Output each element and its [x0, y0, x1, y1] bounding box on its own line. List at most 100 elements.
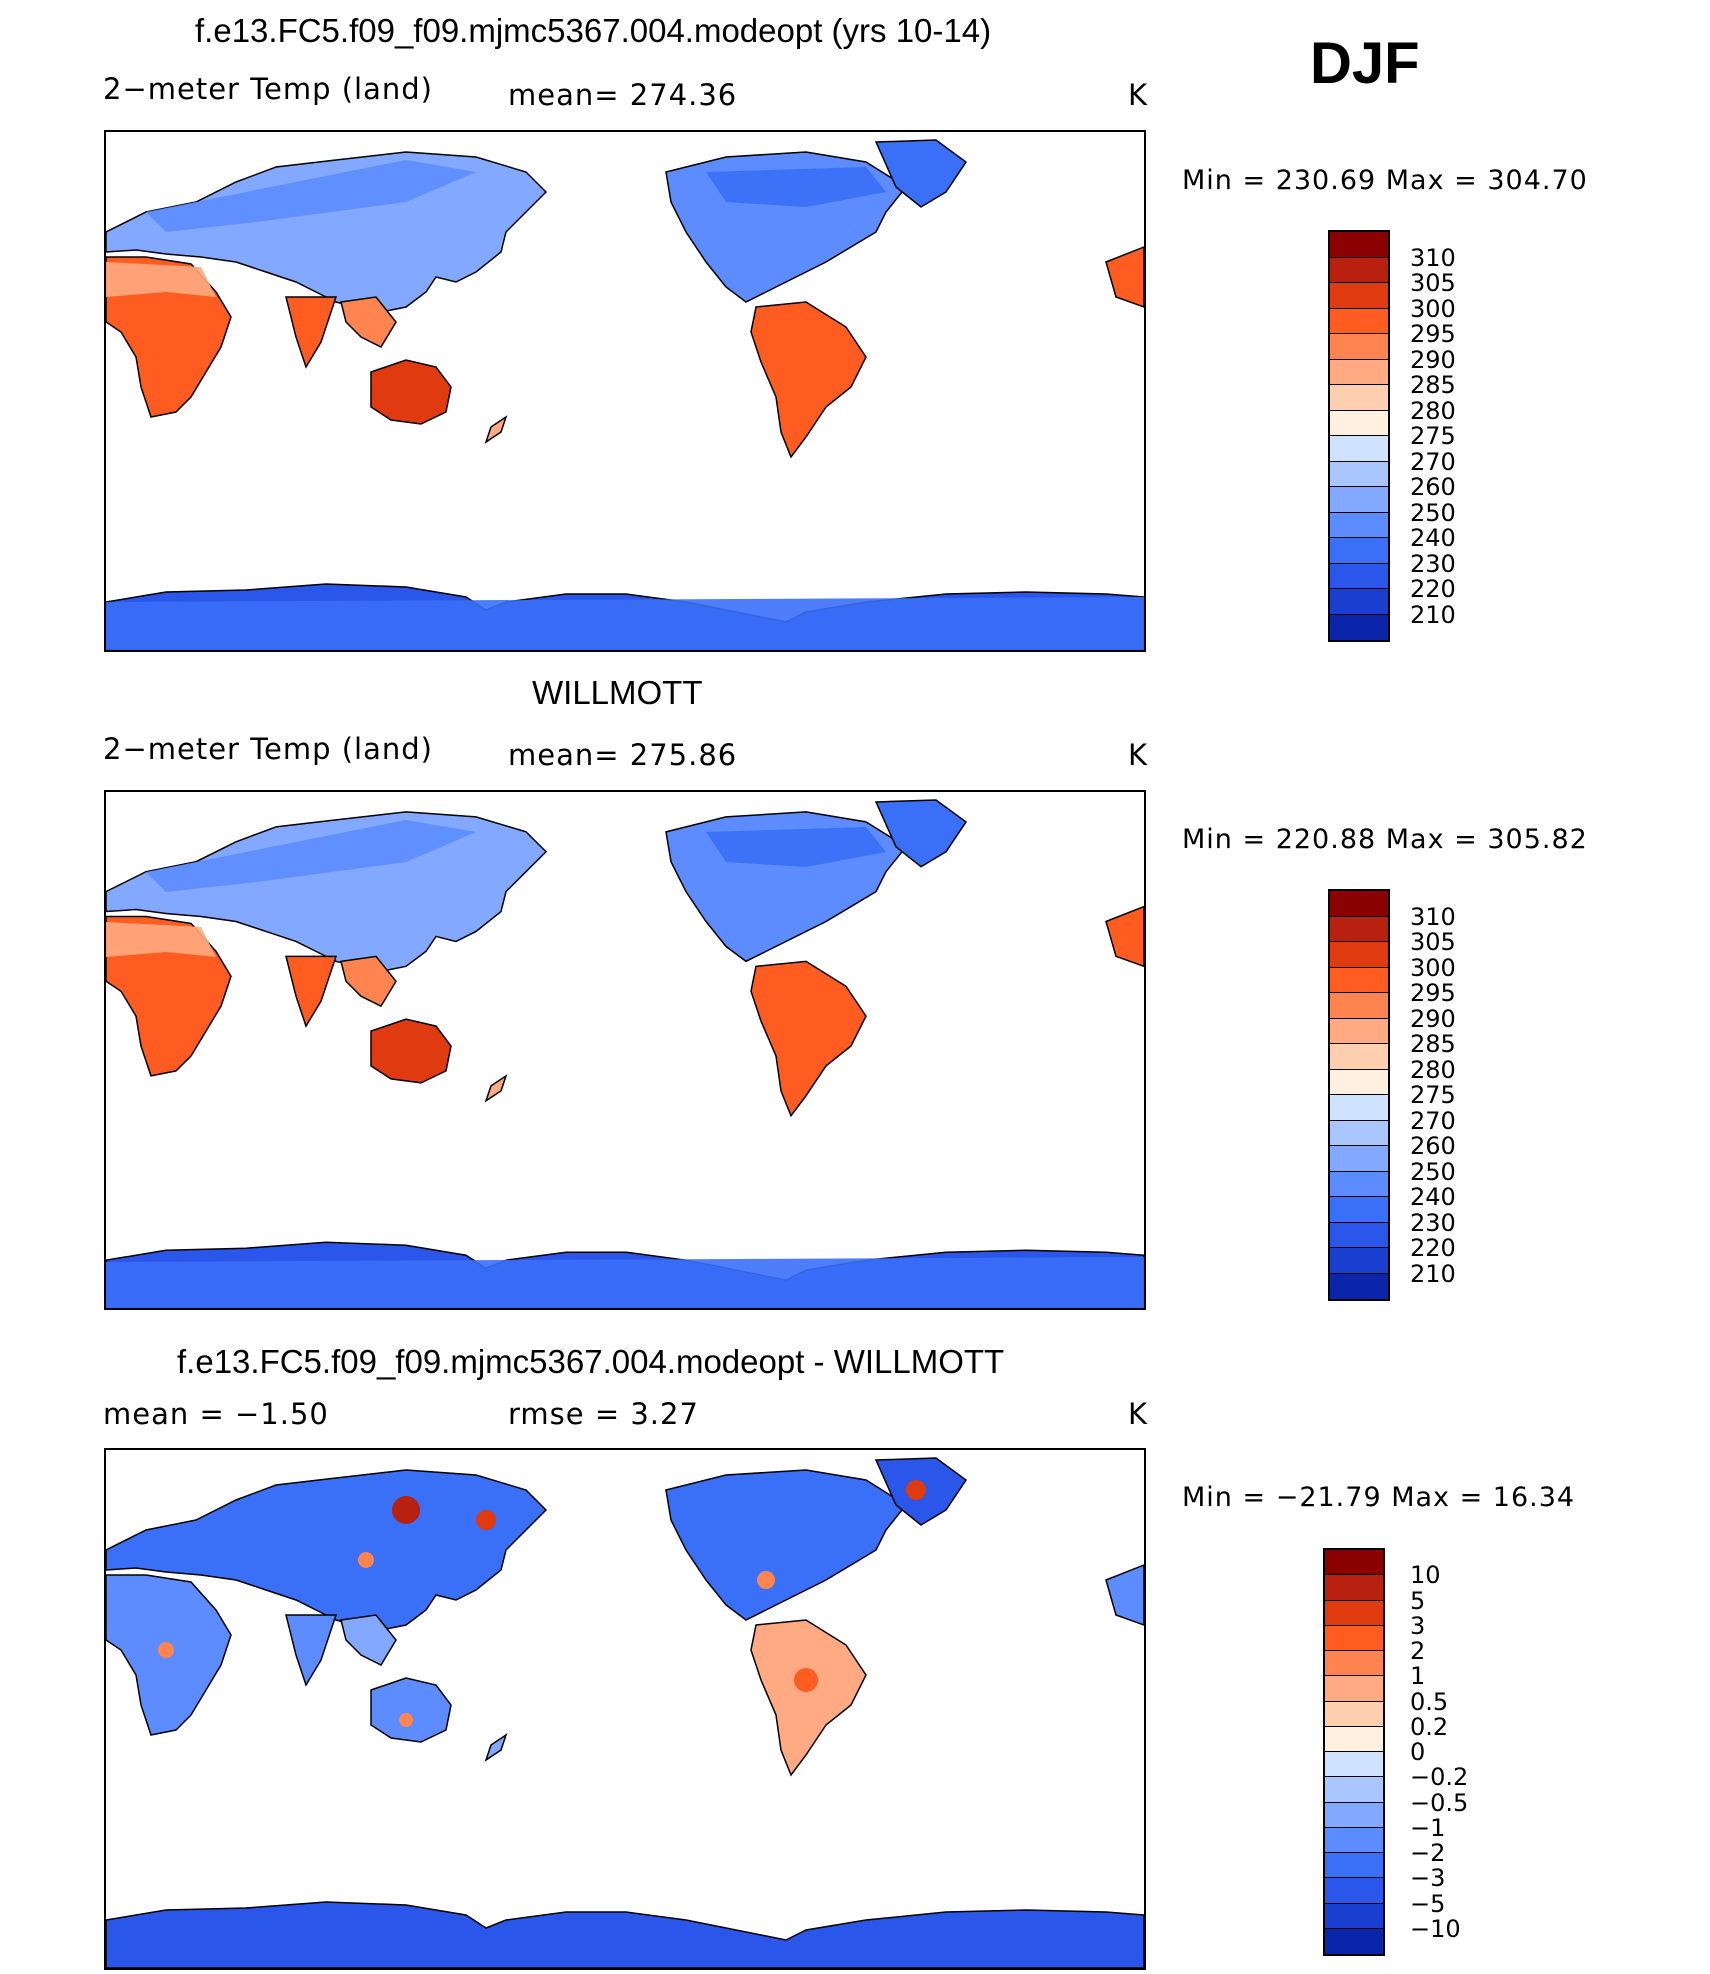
- landmass-antarctica: [106, 1901, 1144, 1968]
- panel1-map: [104, 130, 1146, 652]
- colorbar-box: [1325, 1550, 1383, 1576]
- colorbar-tick-label: −2: [1410, 1839, 1446, 1867]
- colorbar-box: [1325, 1777, 1383, 1803]
- landmass-westafrica_edge: [1105, 1564, 1144, 1626]
- temperature-band: [106, 262, 216, 297]
- colorbar-box: [1330, 1248, 1388, 1274]
- colorbar-tick-label: −0.2: [1410, 1763, 1469, 1792]
- colorbar-box: [1330, 563, 1388, 589]
- season-label: DJF: [1310, 31, 1420, 96]
- colorbar-box: [1330, 308, 1388, 334]
- colorbar-box: [1330, 385, 1388, 411]
- colorbar-box: [1325, 1827, 1383, 1853]
- colorbar-tick-label: 10: [1410, 1561, 1441, 1590]
- colorbar-box: [1330, 1095, 1388, 1121]
- landmass-westafrica_edge: [1105, 246, 1144, 308]
- panel3-map-svg: [106, 1457, 1144, 1968]
- colorbar-tick-label: 275: [1410, 1081, 1456, 1109]
- landmass-nz: [484, 1074, 508, 1103]
- panel3-title: f.e13.FC5.f09_f09.mjmc5367.004.modeopt -…: [177, 1343, 1005, 1380]
- colorbar-tick-label: 290: [1410, 345, 1456, 374]
- anomaly-patch: [476, 1510, 496, 1530]
- colorbar-box: [1330, 461, 1388, 487]
- temperature-band: [706, 167, 886, 207]
- panel3-map: [104, 1448, 1146, 1970]
- landmass-india: [285, 1614, 338, 1687]
- temperature-band: [706, 827, 886, 867]
- colorbar-box: [1330, 487, 1388, 513]
- colorbar-box: [1325, 1878, 1383, 1904]
- panel1-mean-label: mean= 274.36: [508, 78, 738, 112]
- colorbar-tick-label: −5: [1410, 1889, 1446, 1918]
- colorbar-tick-label: 230: [1410, 549, 1456, 578]
- anomaly-patch: [158, 1642, 174, 1658]
- colorbar-tick-label: 5: [1410, 1586, 1426, 1615]
- landmass-eurasia: [106, 151, 548, 313]
- colorbar-tick-label: 285: [1410, 1030, 1456, 1058]
- colorbar-tick-label: −0.5: [1410, 1788, 1469, 1817]
- landmass-nz: [484, 415, 508, 444]
- panel1-variable-label: 2−meter Temp (land): [103, 72, 433, 106]
- panel1-minmax: Min = 230.69 Max = 304.70: [1182, 165, 1588, 196]
- colorbar-box: [1330, 1044, 1388, 1070]
- colorbar-box: [1325, 1600, 1383, 1626]
- colorbar-tick-label: 210: [1410, 1259, 1456, 1288]
- panel3-colorbar: [1323, 1548, 1385, 1956]
- landmass-seasia: [340, 1614, 397, 1666]
- landmass-eurasia: [106, 1469, 548, 1631]
- colorbar-tick-label: 3: [1410, 1611, 1426, 1640]
- colorbar-box: [1330, 512, 1388, 538]
- landmass-samerica: [750, 1619, 867, 1777]
- colorbar-tick-label: −10: [1410, 1914, 1461, 1943]
- panel3-units-label: K: [1128, 1397, 1149, 1431]
- colorbar-box: [1325, 1575, 1383, 1601]
- anomaly-patch: [399, 1713, 413, 1727]
- colorbar-tick-label: 305: [1410, 269, 1456, 297]
- colorbar-tick-label: 270: [1410, 1106, 1456, 1135]
- colorbar-box: [1330, 967, 1388, 993]
- colorbar-box: [1325, 1928, 1383, 1954]
- colorbar-tick-label: 250: [1410, 498, 1456, 527]
- panel3-minmax: Min = −21.79 Max = 16.34: [1182, 1482, 1576, 1513]
- colorbar-tick-label: 260: [1410, 1132, 1456, 1160]
- landmass-eurasia: [106, 811, 548, 973]
- temperature-band: [146, 160, 476, 232]
- colorbar-box: [1325, 1853, 1383, 1879]
- anomaly-patch: [392, 1496, 420, 1524]
- colorbar-box: [1325, 1651, 1383, 1677]
- colorbar-box: [1330, 1171, 1388, 1197]
- landmass-india: [285, 955, 338, 1028]
- colorbar-tick-label: 0.5: [1410, 1687, 1449, 1716]
- colorbar-tick-label: 250: [1410, 1157, 1456, 1186]
- colorbar-tick-label: 0: [1410, 1738, 1426, 1766]
- landmass-namerica: [665, 1469, 908, 1621]
- temperature-band: [106, 922, 216, 957]
- panel2-variable-label: 2−meter Temp (land): [103, 732, 433, 766]
- landmass-india: [285, 296, 338, 369]
- panel3-rmse-label: rmse = 3.27: [508, 1397, 699, 1431]
- colorbar-tick-label: 280: [1410, 1055, 1456, 1084]
- panel3-land: [106, 1457, 1144, 1968]
- colorbar-box: [1325, 1752, 1383, 1778]
- colorbar-tick-label: 300: [1410, 953, 1456, 982]
- colorbar-box: [1330, 410, 1388, 436]
- colorbar-box: [1330, 232, 1388, 258]
- panel2-map: [104, 790, 1146, 1310]
- colorbar-tick-label: 210: [1410, 600, 1456, 629]
- landmass-samerica: [750, 960, 867, 1118]
- colorbar-box: [1330, 942, 1388, 968]
- temperature-band: [106, 597, 1144, 650]
- colorbar-tick-label: 295: [1410, 320, 1456, 348]
- temperature-band: [146, 820, 476, 892]
- colorbar-tick-label: 305: [1410, 928, 1456, 956]
- landmass-greenland: [874, 799, 968, 868]
- colorbar-box: [1330, 257, 1388, 283]
- colorbar-tick-label: 240: [1410, 1183, 1456, 1211]
- colorbar-box: [1330, 1146, 1388, 1172]
- colorbar-box: [1330, 1273, 1388, 1299]
- landmass-samerica: [750, 301, 867, 459]
- anomaly-patch: [906, 1480, 926, 1500]
- colorbar-tick-label: 220: [1410, 575, 1456, 603]
- colorbar-tick-label: 1: [1410, 1662, 1426, 1691]
- landmass-seasia: [340, 955, 397, 1008]
